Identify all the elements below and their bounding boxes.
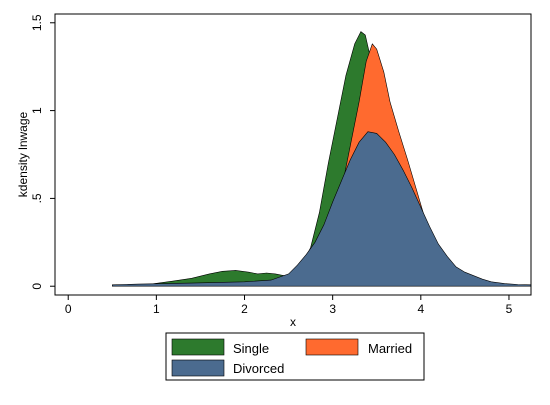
axes-layer: 0 1 2 3 4 5 0 .5 1 1.5 xyxy=(30,14,513,316)
x-axis-label: x xyxy=(290,315,296,329)
x-tick-label: 1 xyxy=(153,302,160,316)
y-tick-label: .5 xyxy=(30,193,44,203)
x-tick-label: 3 xyxy=(329,302,336,316)
y-tick-label: 1 xyxy=(30,107,44,114)
x-tick-label: 4 xyxy=(417,302,424,316)
series-layer xyxy=(112,31,532,287)
y-tick-label: 1.5 xyxy=(30,14,44,31)
legend-label-divorced: Divorced xyxy=(233,361,284,376)
plot-frame xyxy=(54,13,532,296)
x-tick-label: 5 xyxy=(506,302,513,316)
series-area-divorced xyxy=(112,131,532,287)
y-axis-label: kdensity lnwage xyxy=(16,111,30,197)
x-tick-label: 0 xyxy=(65,302,72,316)
legend-swatch-single xyxy=(171,338,225,356)
x-tick-label: 2 xyxy=(241,302,248,316)
legend-swatch-divorced xyxy=(171,359,225,377)
legend: Single Married Divorced xyxy=(165,332,425,381)
legend-swatch-married xyxy=(305,338,359,356)
legend-label-single: Single xyxy=(233,341,269,356)
y-tick-label: 0 xyxy=(30,283,44,290)
legend-label-married: Married xyxy=(368,341,412,356)
